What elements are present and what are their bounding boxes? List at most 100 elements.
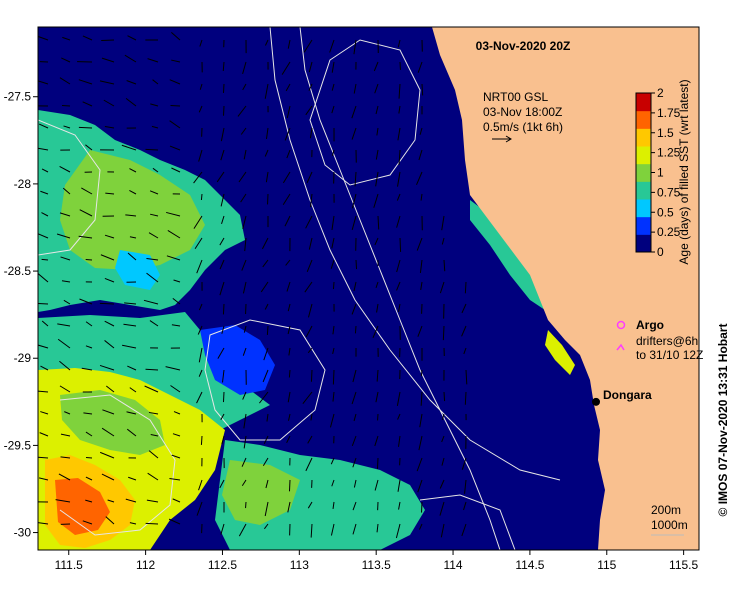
current-vector	[170, 385, 181, 393]
current-vector	[397, 127, 401, 141]
current-vector	[288, 413, 291, 421]
current-vector	[127, 365, 137, 371]
current-vector	[85, 258, 93, 261]
dongara-marker	[592, 397, 601, 406]
contour-ring-mid	[204, 319, 326, 441]
current-vector	[374, 237, 379, 246]
current-vectors	[38, 32, 468, 539]
current-vector	[200, 435, 203, 445]
current-vector	[242, 391, 247, 400]
current-vector	[377, 215, 380, 230]
current-vector	[303, 39, 313, 53]
current-vector	[355, 259, 358, 270]
current-vector	[304, 281, 313, 293]
current-vector	[263, 435, 269, 445]
current-vector	[352, 523, 357, 535]
current-vector	[396, 215, 401, 228]
current-vector	[285, 259, 291, 266]
current-vector	[441, 215, 445, 231]
current-vector	[85, 345, 93, 349]
current-vector	[439, 281, 445, 294]
current-vector	[351, 193, 357, 209]
current-vector	[217, 347, 225, 359]
current-vector	[125, 498, 137, 503]
x-tick-label: 115	[597, 558, 616, 572]
current-vector	[129, 168, 137, 173]
map-title: 03-Nov-2020 20Z	[476, 39, 571, 53]
current-vector	[265, 171, 269, 183]
current-vector	[354, 171, 357, 187]
colorbar-tick-label: 0.5	[657, 205, 674, 219]
current-vector	[288, 479, 291, 492]
current-vector	[78, 79, 93, 85]
current-vector	[220, 149, 225, 161]
coastal-strip-south	[545, 330, 575, 375]
current-vector	[417, 479, 423, 493]
current-vector	[173, 411, 181, 415]
current-vector	[196, 501, 203, 516]
colorbar-segment	[636, 216, 651, 235]
current-vector	[172, 498, 181, 503]
current-vector	[166, 211, 181, 217]
current-vector	[463, 501, 467, 511]
current-vector	[238, 523, 247, 537]
current-vector	[397, 303, 401, 312]
current-vector	[243, 435, 247, 449]
current-vector	[99, 80, 115, 85]
current-vector	[101, 473, 115, 481]
current-vector	[243, 149, 247, 160]
current-vector	[331, 83, 335, 91]
current-vector	[331, 237, 335, 249]
current-vector	[309, 127, 313, 139]
current-vector	[219, 259, 225, 270]
current-vector	[416, 171, 423, 185]
current-vector	[465, 369, 468, 385]
current-vector	[221, 435, 225, 445]
current-vector	[38, 147, 49, 151]
current-scale-arrow	[492, 135, 512, 143]
current-vector	[351, 127, 357, 140]
current-vector	[353, 83, 357, 94]
current-vector	[220, 413, 225, 421]
current-vector	[55, 499, 71, 503]
current-vector	[222, 303, 225, 315]
contour-ring-southwest	[59, 394, 176, 536]
current-vector	[38, 80, 49, 85]
current-vector	[105, 516, 115, 525]
current-vector	[145, 148, 159, 151]
current-vector	[171, 59, 181, 63]
current-vector	[126, 428, 137, 437]
x-tick-label: 112	[136, 558, 155, 572]
current-vector	[305, 457, 313, 472]
current-vector	[38, 522, 49, 525]
current-vector	[417, 61, 423, 73]
current-vector	[123, 323, 137, 327]
current-vector	[107, 499, 115, 503]
current-vector	[61, 280, 71, 283]
current-vector	[38, 35, 49, 41]
current-vector	[82, 520, 93, 525]
current-vector	[376, 127, 379, 136]
current-vector	[242, 83, 247, 91]
contour-1000m	[269, 27, 561, 481]
colorbar-segment	[636, 199, 651, 218]
current-vector	[310, 523, 313, 538]
x-tick-label: 113.5	[362, 558, 391, 572]
current-vector	[58, 473, 71, 481]
current-vector	[398, 501, 401, 510]
current-vector	[374, 479, 379, 491]
current-vector	[375, 391, 379, 403]
current-vector	[78, 126, 93, 129]
current-vector	[421, 83, 424, 96]
current-vector	[81, 187, 93, 195]
colorbar-tick-label: 0	[657, 245, 664, 259]
current-vector	[441, 413, 445, 421]
current-vector	[376, 303, 379, 313]
current-vector	[38, 390, 49, 393]
current-vector	[372, 325, 379, 338]
current-vector	[197, 325, 203, 335]
current-vector	[40, 190, 49, 195]
current-vector	[60, 433, 71, 437]
current-vector	[264, 501, 269, 517]
